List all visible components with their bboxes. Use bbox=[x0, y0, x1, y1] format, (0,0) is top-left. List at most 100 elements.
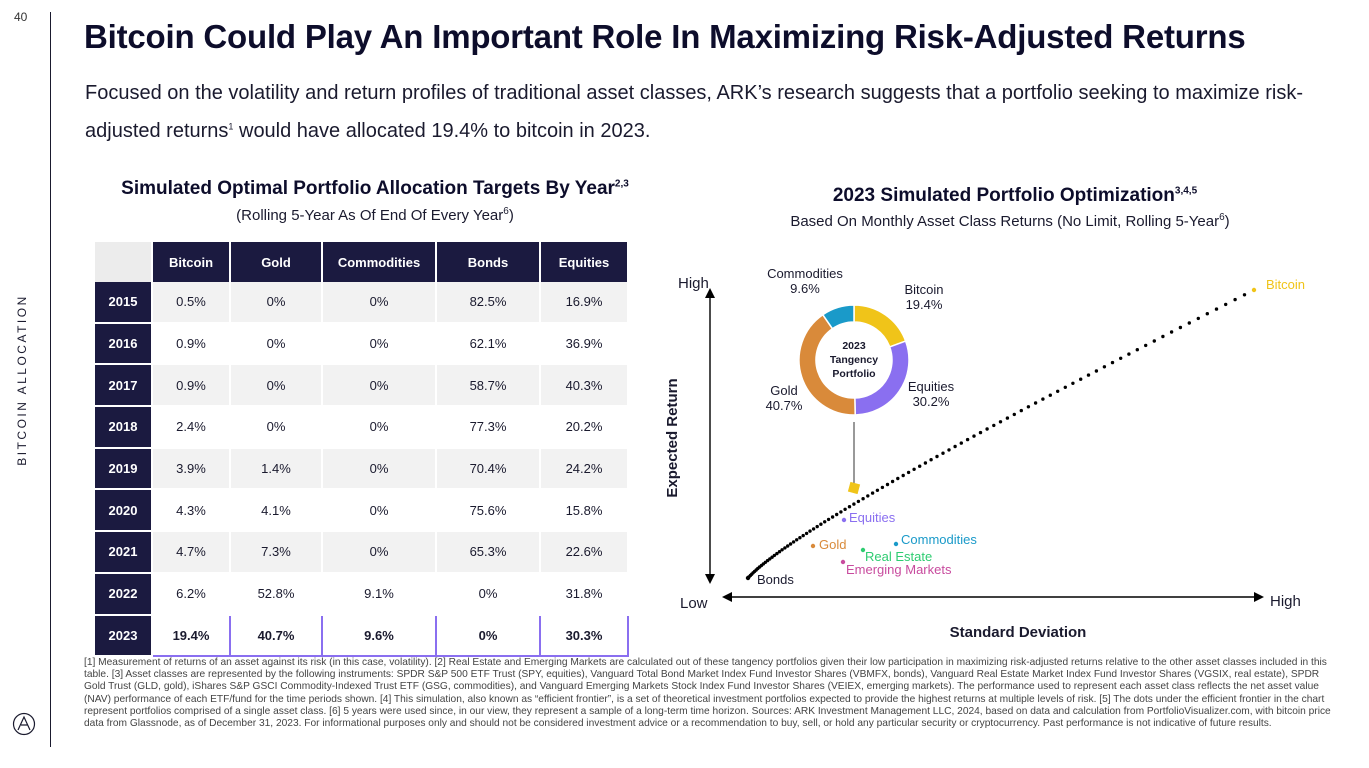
frontier-dot bbox=[1012, 412, 1016, 417]
frontier-dot bbox=[866, 494, 870, 498]
column-header: Commodities bbox=[322, 242, 437, 282]
frontier-dot bbox=[1094, 369, 1099, 373]
table-row: 2021 4.7% 7.3% 0% 65.3% 22.6% bbox=[95, 531, 629, 574]
frontier-dot bbox=[1214, 307, 1219, 311]
allocation-cell: 6.2% bbox=[152, 572, 231, 616]
frontier-dot bbox=[861, 497, 865, 501]
ark-logo-icon bbox=[12, 712, 36, 736]
allocation-cell: 9.1% bbox=[322, 572, 437, 616]
allocation-cell: 4.7% bbox=[152, 531, 231, 574]
asset-label-real-estate: Real Estate bbox=[865, 549, 932, 564]
table-row: 2019 3.9% 1.4% 0% 70.4% 24.2% bbox=[95, 447, 629, 491]
efficient-frontier-chart: High Low High Standard Deviation Expected Re… bbox=[664, 266, 1305, 641]
tangency-point bbox=[847, 481, 861, 495]
subtitle-text: Focused on the volatility and return pro… bbox=[85, 82, 1303, 142]
frontier-dot bbox=[953, 444, 957, 449]
frontier-dot bbox=[1079, 377, 1083, 381]
allocation-cell: 36.9% bbox=[540, 322, 629, 366]
year-cell: 2019 bbox=[95, 447, 153, 491]
frontier-dot bbox=[1233, 297, 1237, 302]
allocation-cell: 0% bbox=[322, 447, 437, 491]
allocation-cell: 52.8% bbox=[230, 572, 323, 616]
frontier-dot bbox=[890, 479, 895, 484]
frontier-dot bbox=[1187, 321, 1191, 325]
frontier-dot bbox=[839, 510, 843, 514]
table-row: 2017 0.9% 0% 0% 58.7% 40.3% bbox=[95, 364, 629, 408]
vertical-divider bbox=[50, 12, 51, 747]
column-header: Bitcoin bbox=[152, 242, 231, 282]
allocation-cell: 19.4% bbox=[151, 613, 231, 658]
chart-subtitle-close: ) bbox=[1224, 213, 1230, 230]
frontier-dot bbox=[770, 555, 774, 559]
frontier-dot bbox=[959, 441, 963, 445]
allocation-cell: 1.4% bbox=[230, 447, 323, 491]
frontier-dot bbox=[852, 502, 856, 506]
frontier-dot bbox=[1127, 352, 1131, 356]
frontier-dot bbox=[1102, 365, 1107, 369]
frontier-dot bbox=[804, 531, 809, 536]
x-axis-high-label: High bbox=[1270, 593, 1301, 610]
donut-pct-equities: 30.2% bbox=[913, 394, 950, 409]
frontier-dot bbox=[801, 533, 805, 538]
table-title: Simulated Optimal Portfolio Allocation T… bbox=[70, 178, 680, 200]
asset-point-emerging-markets bbox=[840, 559, 846, 565]
frontier-dot bbox=[985, 427, 989, 431]
y-axis-arrow-up bbox=[705, 288, 715, 298]
asset-point-bitcoin bbox=[1251, 287, 1257, 293]
frontier-dot bbox=[783, 546, 787, 550]
allocation-cell: 70.4% bbox=[436, 447, 541, 491]
asset-label-bitcoin: Bitcoin bbox=[1266, 277, 1305, 292]
allocation-cell: 0% bbox=[322, 364, 437, 408]
column-header: Equities bbox=[540, 242, 629, 282]
frontier-dot bbox=[819, 522, 823, 526]
frontier-dot bbox=[811, 527, 816, 531]
chart-subtitle-footnote-ref: 6 bbox=[1219, 212, 1225, 223]
chart-subtitle: Based On Monthly Asset Class Returns (No… bbox=[740, 212, 1280, 231]
frontier-dot bbox=[880, 485, 885, 490]
asset-point-commodities bbox=[893, 541, 899, 547]
column-header: Bonds bbox=[436, 242, 541, 282]
frontier-dot bbox=[1026, 405, 1031, 409]
allocation-cell: 0% bbox=[322, 489, 437, 533]
frontier-dot bbox=[1196, 316, 1200, 321]
allocation-cell: 22.6% bbox=[540, 531, 629, 574]
frontier-dot bbox=[923, 461, 928, 465]
allocation-cell: 58.7% bbox=[436, 364, 541, 408]
table-subtitle-footnote-ref: 6 bbox=[503, 206, 509, 217]
frontier-dot bbox=[947, 448, 951, 452]
frontier-dot bbox=[992, 423, 996, 428]
allocation-cell: 0% bbox=[322, 282, 437, 324]
frontier-dot bbox=[795, 538, 799, 542]
frontier-dot bbox=[808, 529, 812, 533]
chart-title-footnote-ref: 3,4,5 bbox=[1174, 185, 1198, 197]
asset-label-gold: Gold bbox=[819, 537, 846, 552]
allocation-cell: 40.7% bbox=[229, 613, 323, 658]
allocation-cell: 30.3% bbox=[539, 613, 629, 658]
x-axis-arrow-left bbox=[722, 592, 732, 602]
frontier-dot bbox=[918, 464, 922, 468]
frontier-dot bbox=[885, 482, 890, 487]
frontier-dot bbox=[823, 520, 827, 524]
allocation-cell: 0% bbox=[322, 322, 437, 366]
frontier-dot bbox=[1063, 385, 1067, 389]
allocation-cell: 15.8% bbox=[540, 489, 629, 533]
allocation-cell: 24.2% bbox=[540, 447, 629, 491]
table-row: 2020 4.3% 4.1% 0% 75.6% 15.8% bbox=[95, 489, 629, 533]
frontier-dot bbox=[965, 437, 970, 442]
frontier-dot bbox=[1048, 393, 1052, 397]
allocation-cell: 7.3% bbox=[230, 531, 323, 574]
footnotes: [1] Measurement of returns of an asset a… bbox=[84, 657, 1331, 730]
frontier-dot bbox=[1071, 381, 1075, 385]
donut-label-equities: Equities bbox=[908, 379, 955, 394]
asset-point-bonds bbox=[745, 575, 751, 581]
frontier-dot bbox=[1005, 416, 1010, 420]
frontier-dot bbox=[901, 473, 905, 478]
asset-label-bonds: Bonds bbox=[757, 572, 794, 587]
donut-label-bitcoin: Bitcoin bbox=[904, 282, 943, 297]
frontier-dot bbox=[1205, 312, 1209, 316]
frontier-dot bbox=[935, 454, 939, 459]
frontier-dot bbox=[1019, 408, 1023, 413]
allocation-cell: 65.3% bbox=[436, 531, 541, 574]
table-corner-cell bbox=[95, 242, 153, 282]
frontier-dot bbox=[912, 467, 916, 471]
